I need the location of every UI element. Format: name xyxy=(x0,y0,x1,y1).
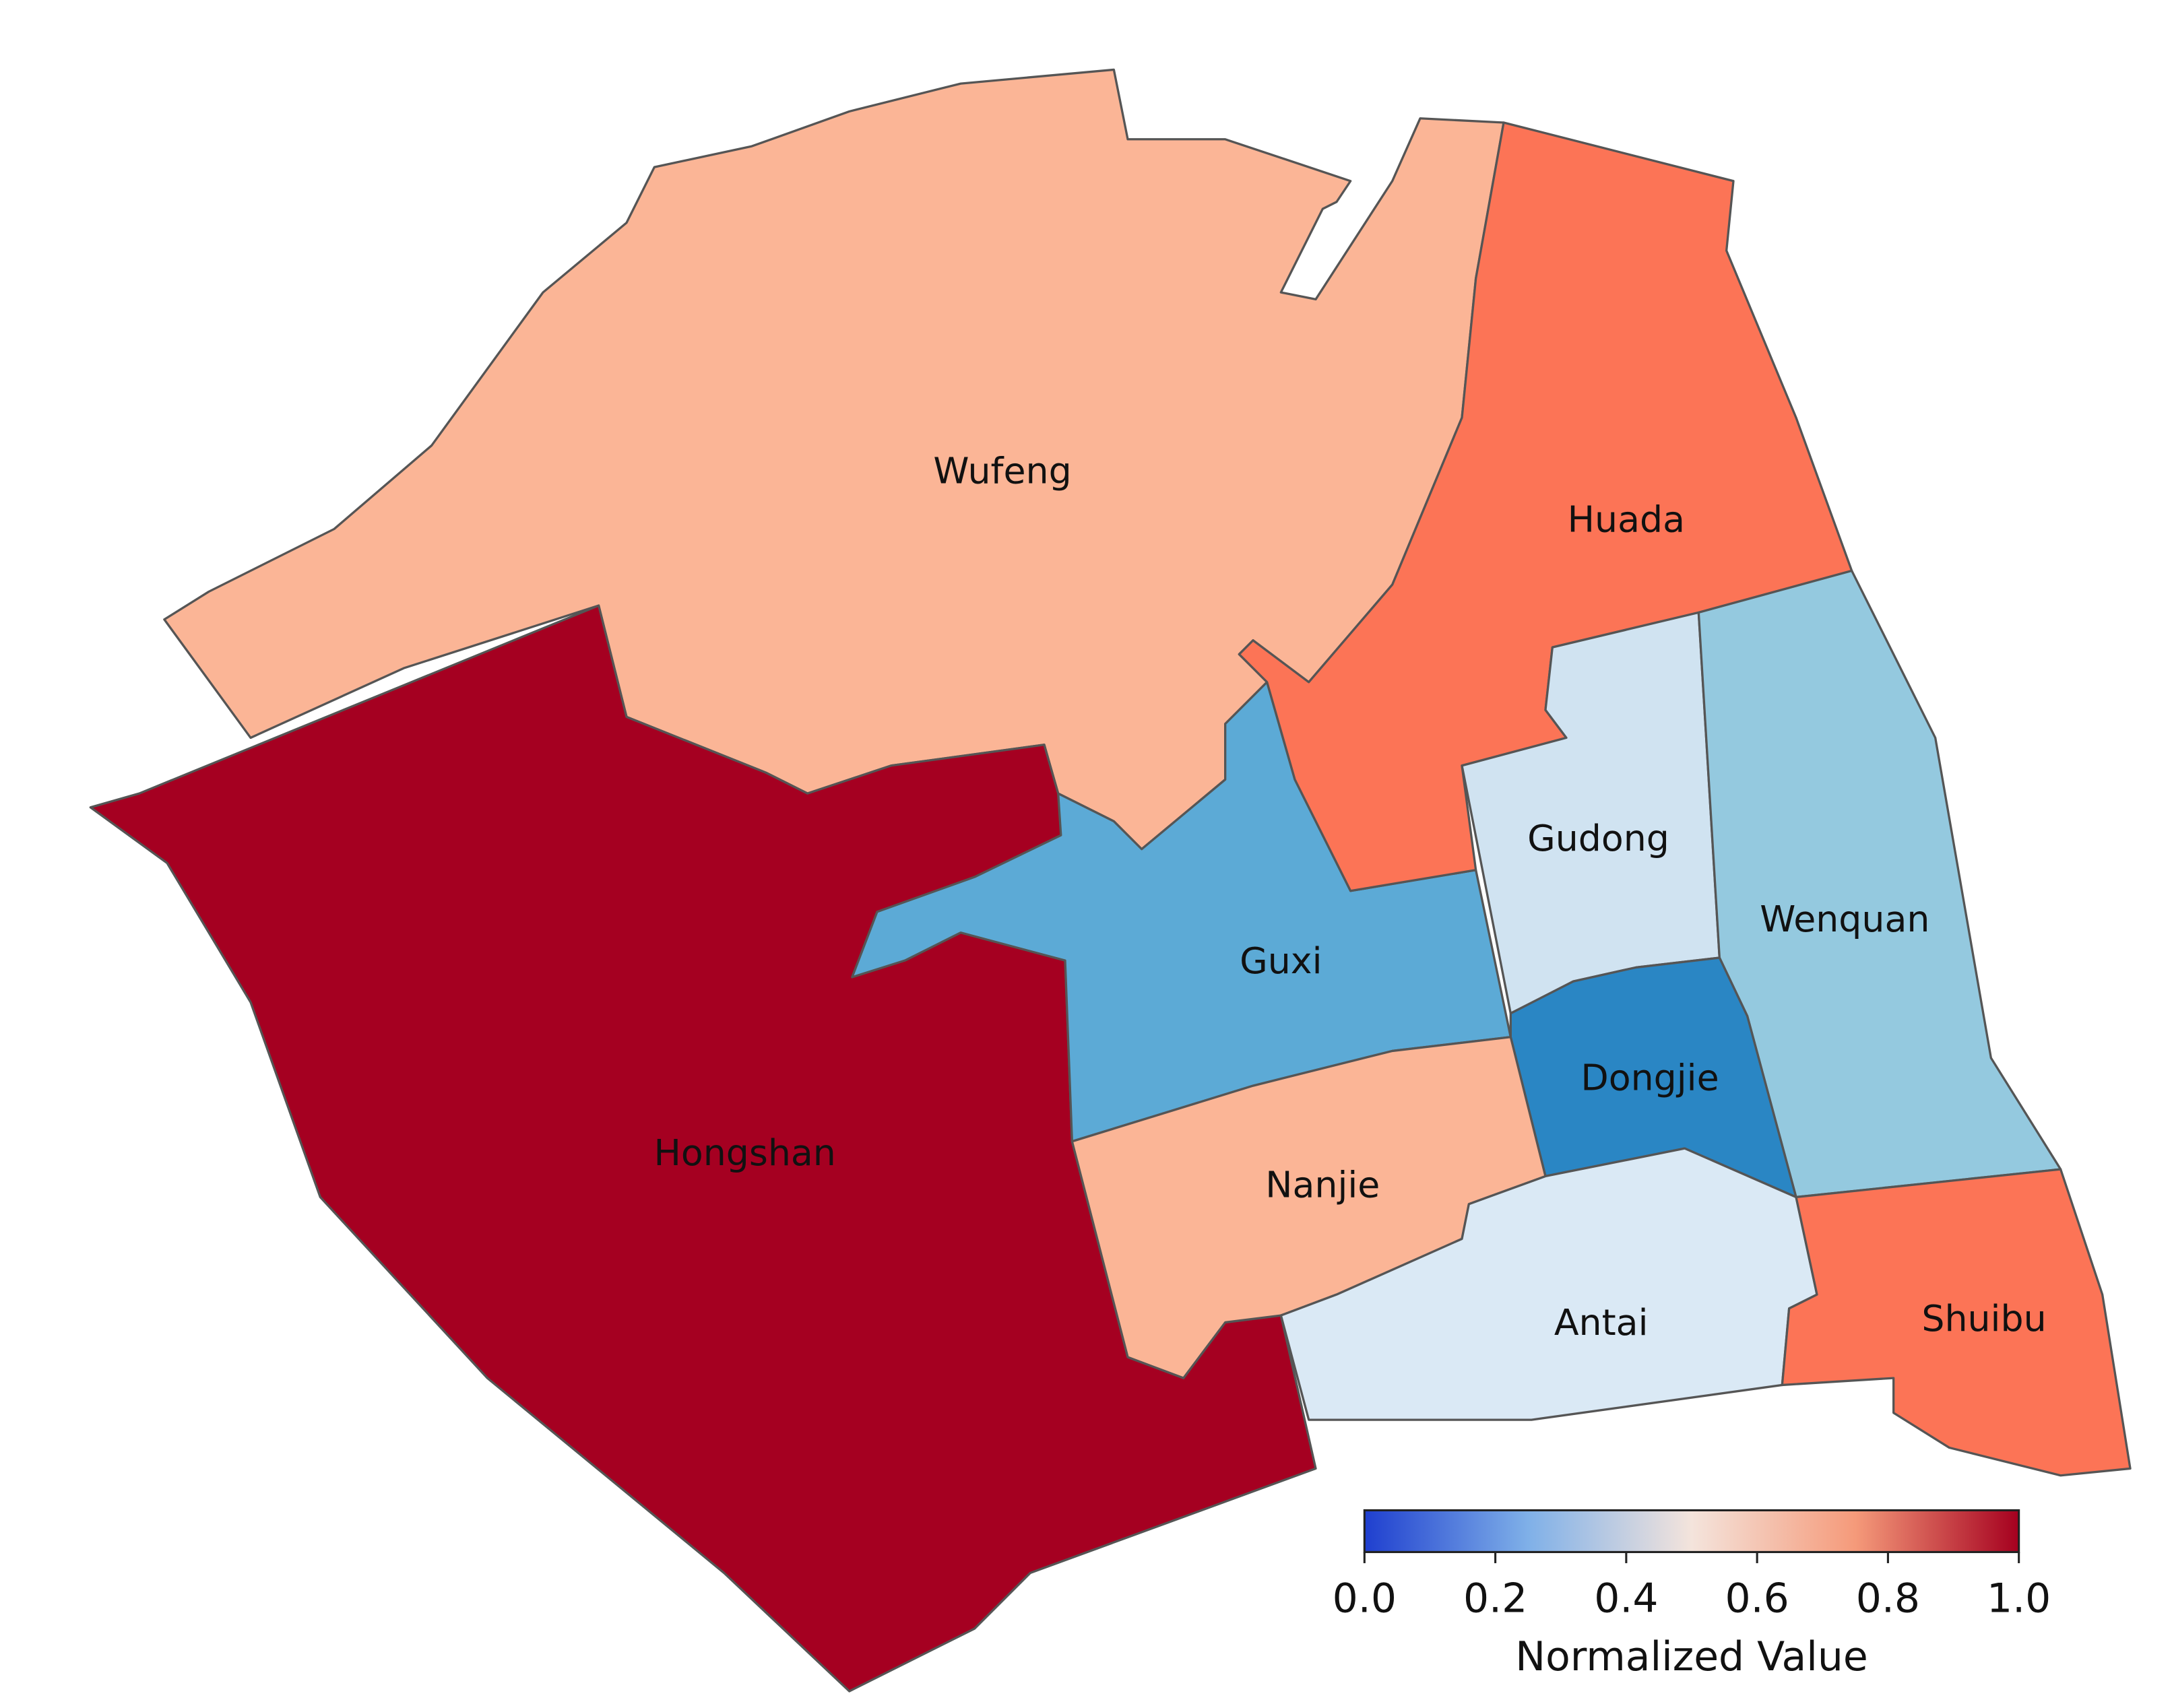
region-label: Nanjie xyxy=(1265,1164,1380,1206)
region-label: Antai xyxy=(1554,1301,1649,1344)
tick-label: 0.6 xyxy=(1725,1575,1789,1622)
labels: Wufeng Hongshan Guxi Huada Gudong Wenquan Dong… xyxy=(653,449,2046,1344)
region-label: Gudong xyxy=(1527,817,1669,859)
tick-label: 0.2 xyxy=(1463,1575,1527,1622)
tick-label: 0.4 xyxy=(1594,1575,1658,1622)
tick-label: 1.0 xyxy=(1987,1575,2051,1622)
region-label: Dongjie xyxy=(1580,1056,1719,1098)
region-label: Huada xyxy=(1568,498,1685,541)
colorbar-label: Normalized Value xyxy=(1515,1633,1867,1680)
region xyxy=(1238,121,1853,892)
regions xyxy=(89,68,2132,1693)
region xyxy=(1781,1168,2132,1477)
region-label: Wufeng xyxy=(933,449,1071,492)
region-label: Wenquan xyxy=(1760,898,1929,940)
region-label: Guxi xyxy=(1240,940,1322,982)
region-label: Shuibu xyxy=(1921,1297,2046,1340)
colorbar: Normalized Value 0.0 0.2 0.4 0.6 0.8 1.0 xyxy=(1333,1509,2051,1680)
tick-label: 0.8 xyxy=(1856,1575,1920,1622)
colorbar-gradient xyxy=(1363,1509,2020,1553)
tick-label: 0.0 xyxy=(1333,1575,1397,1622)
region-label: Hongshan xyxy=(653,1131,835,1174)
